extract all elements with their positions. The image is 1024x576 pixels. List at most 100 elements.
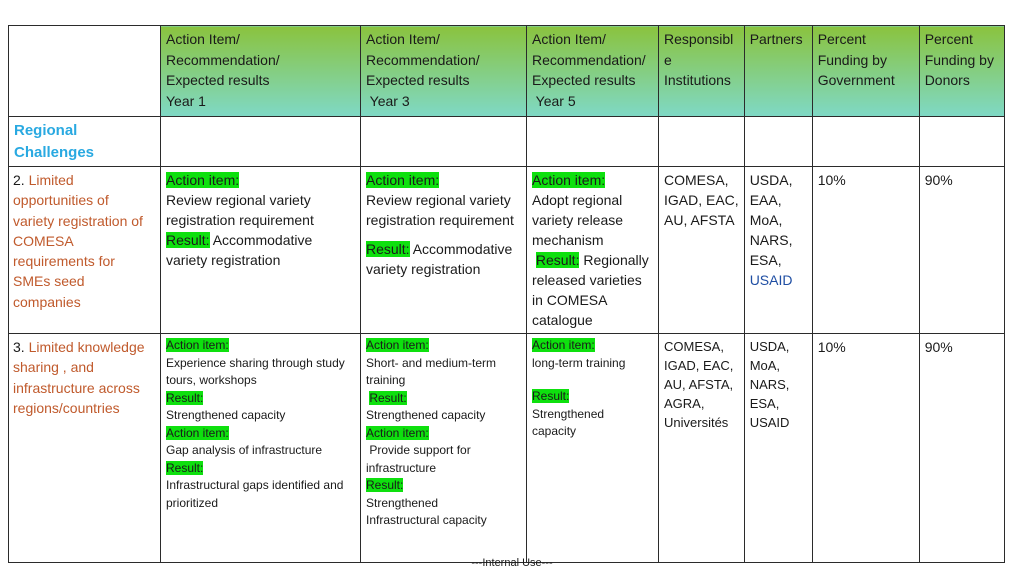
text-line: USAID [749,272,793,288]
text-line: AGRA, [664,396,705,411]
text-line: Infrastructural capacity [366,513,487,527]
text-line: NARS, [749,377,790,392]
text-line: 10% [817,339,846,355]
row-regional-challenges-partners [743,116,813,167]
text-line: variety registration [366,261,481,277]
action-plan-table: Action Item/ Recommendation/ Expected re… [8,25,1005,563]
text-line: Strengthened [532,406,605,421]
text-line: COMESA, [664,172,729,188]
text-line: Action item: [166,170,355,190]
text-line: ESA, [749,252,782,268]
table-header: Action Item/ Recommendation/ Expected re… [8,25,1005,117]
row-challenge-2-year1: Action item: Review regional variety regis… [160,166,361,334]
text-line: long-term training [532,355,626,370]
text-line: registration requirement [366,212,514,228]
header-year5: Action Item/ Recommendation/ Expected re… [526,25,659,117]
header-funding-government: Percent Funding by Government [811,25,920,117]
text-line: Strengthened [366,495,439,510]
text-line: tours, workshops [166,373,257,387]
text-line: regions/countries [13,399,120,416]
text-line: companies [13,293,81,310]
text-line: variety registration [166,252,281,268]
header-row-label [8,25,161,117]
text-line: Provide support for [366,443,471,457]
text-line: sharing , and [13,359,94,376]
row-challenge-3-year5: Action item: long-term training Result: Str… [526,333,659,563]
text-line: Regional [14,122,78,139]
highlighted-label: Result: [532,389,570,403]
text-line: opportunities of [13,192,109,209]
header-partners: Partners [743,25,813,117]
text-line: USAID [749,415,790,430]
text-line: Result: [366,477,521,495]
row-challenge-3-partners: USDA, MoA, NARS, ESA, USAID [743,333,813,563]
text-line: Review regional variety [366,192,511,208]
text-line: IGAD, EAC, [664,192,739,208]
text-line: Universités [664,415,729,430]
text-line: variety registration of [13,212,143,229]
text-line: MoA, [749,212,783,228]
row-challenge-3-funding-government: 10% [811,333,920,563]
text-line: Result: Accommodative [166,232,313,248]
text-line: requirements for [13,253,115,270]
row-regional-challenges-institutions [658,116,745,167]
text-line: Strengthened capacity [366,408,486,422]
text-line: Action item: [532,337,653,355]
text-line: COMESA [13,232,74,249]
text-line: 2. Limited [13,172,74,188]
text-line: USDA, [749,339,790,354]
text-line: ESA, [749,396,780,411]
text-line: Action item: [532,170,653,190]
highlighted-label: Result: [366,241,410,257]
highlighted-label: Action item: [366,425,429,440]
text-line: infrastructure [366,460,437,475]
text-line: Experience sharing through study [166,355,345,370]
text-line: 90% [924,339,953,355]
row-challenge-2-year3: Action item: Review regional variety regis… [360,166,527,334]
row-challenge-2-funding-government: 10% [811,166,920,334]
text-line: MoA, [749,358,781,373]
text-line: Result: Regionally [535,252,649,268]
row-challenge-3-year3: Action item: Short- and medium-term traini… [360,333,527,563]
row-challenge-3-row-label: 3. Limited knowledge sharing , and infrast… [8,333,161,563]
text-line: Challenges [14,143,95,161]
row-regional-challenges-year5 [526,116,659,167]
highlighted-label: Action item: [532,338,595,352]
text-line: Result: Accommodative [366,241,513,257]
header-institutions: Responsibl e Institutions [658,25,745,117]
text-line: released varieties [532,272,642,288]
row-challenge-2-year5: Action item: Adopt regional variety releas… [526,166,659,334]
text-line: Gap analysis of infrastructure [166,443,323,457]
text-line: Infrastructural gaps identified and [166,478,344,492]
header-year3: Action Item/ Recommendation/ Expected re… [360,25,527,117]
row-challenge-2-institutions: COMESA, IGAD, EAC, AU, AFSTA [658,166,745,334]
text-line: catalogue [532,312,593,328]
row-regional-challenges-funding-government [811,116,920,167]
row-challenge-2: 2. Limited opportunities of variety regist… [8,166,1005,334]
text-line: NARS, [749,232,793,248]
text-line: registration requirement [166,212,314,228]
text-line: mechanism [532,232,604,248]
highlighted-label: Result: [166,390,204,405]
text-line: Action item: [166,425,355,443]
highlighted-label: Action item: [366,338,429,352]
text-line: AU, AFSTA [664,212,735,228]
row-challenge-3-year1: Action item: Experience sharing through s… [160,333,361,563]
text-line: Action item: [366,337,521,355]
header-year1: Action Item/ Recommendation/ Expected re… [160,25,361,117]
highlighted-label: Action item: [166,425,229,440]
row-challenge-3: 3. Limited knowledge sharing , and infrast… [8,333,1005,563]
row-challenge-2-partners: USDA, EAA, MoA, NARS, ESA, USAID [743,166,813,334]
text-line: Result: [166,460,355,478]
text-line: EAA, [749,192,782,208]
row-challenge-2-row-label: 2. Limited opportunities of variety regist… [8,166,161,334]
spacer [366,230,521,239]
row-regional-challenges-year3 [360,116,527,167]
table-body: Regional Challenges 2. Limited opportunitie… [8,116,1005,563]
highlighted-label: Action item: [532,172,606,188]
highlighted-label: Result: [166,460,204,475]
text-line: Action item: [366,425,521,443]
text-line: Short- and medium-term [366,355,497,370]
row-regional-challenges-year1 [160,116,361,167]
text-line: 10% [817,172,846,188]
